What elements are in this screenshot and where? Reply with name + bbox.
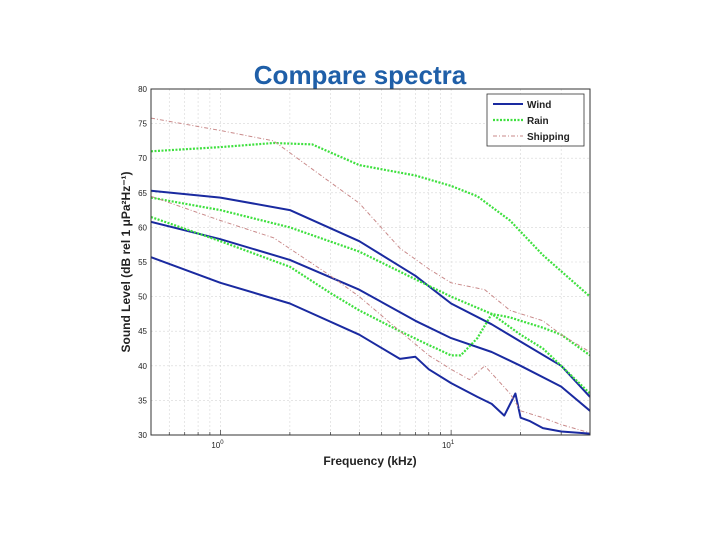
plot-frame	[150, 88, 591, 436]
x-tick-label: 100	[211, 440, 224, 450]
series-line-wind-2	[151, 220, 590, 412]
series-line-rain-4	[151, 141, 590, 298]
slide-title: Compare spectra	[253, 60, 467, 90]
series-line-shipping-7	[151, 117, 590, 353]
y-tick-label: 45	[138, 327, 147, 336]
y-tick-label: 40	[138, 362, 147, 371]
y-tick-label: 35	[138, 396, 147, 405]
legend-label-wind: Wind	[527, 100, 551, 111]
y-tick-label: 75	[138, 120, 147, 129]
y-tick-label: 80	[138, 85, 147, 94]
legend-label-rain: Rain	[527, 116, 549, 127]
series-line-rain-6	[151, 215, 590, 357]
tick-labels: 30 35 40 45 50 55 60 65 70 75 80 100 101	[138, 85, 591, 450]
y-tick-label: 50	[138, 293, 147, 302]
series-line-shipping-8	[151, 195, 590, 434]
series-line-wind-3	[151, 256, 590, 435]
y-axis-label: Sound Level (dB rel 1 μPa²Hz⁻¹)	[119, 171, 133, 352]
series-line-rain-5	[151, 196, 590, 395]
legend-box	[486, 93, 585, 147]
x-axis-label: Frequency (kHz)	[323, 454, 416, 468]
y-tick-label: 70	[138, 154, 147, 163]
y-tick-label: 65	[138, 189, 147, 198]
legend-label-shipping: Shipping	[527, 132, 570, 143]
y-tick-label: 55	[138, 258, 147, 267]
y-tick-label: 60	[138, 223, 147, 232]
series-group	[151, 117, 590, 435]
legend: Wind Rain Shipping	[486, 93, 585, 147]
x-tick-label: 101	[442, 440, 455, 450]
series-line-wind-1	[151, 189, 590, 398]
y-tick-label: 30	[138, 431, 147, 440]
